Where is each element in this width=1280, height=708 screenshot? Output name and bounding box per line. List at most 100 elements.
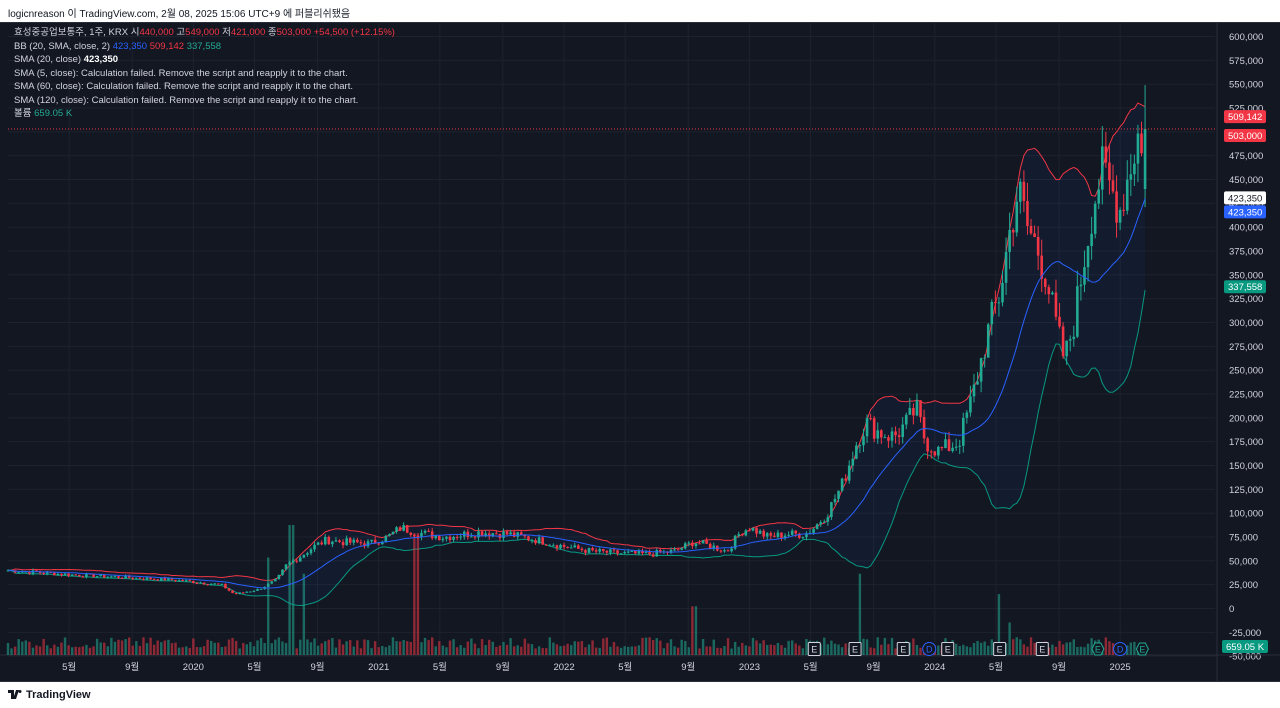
volume-bar (552, 642, 555, 655)
volume-bar (28, 641, 31, 655)
candle-body (1125, 179, 1129, 211)
x-tick-label: 2021 (368, 662, 389, 673)
earnings-marker[interactable]: E (896, 642, 910, 656)
candle-body (780, 532, 783, 538)
chart-panel[interactable]: 600,000575,000550,000525,000500,000475,0… (0, 22, 1280, 682)
candle-body (719, 550, 723, 552)
candle-body (744, 530, 748, 536)
candle-body (42, 572, 45, 574)
candle-body (170, 578, 174, 580)
volume-bar (259, 637, 263, 655)
candle-body (651, 554, 655, 557)
earnings-marker[interactable]: E (848, 642, 862, 656)
volume-bar (413, 533, 416, 655)
candle-body (683, 543, 687, 549)
price-tag-lower[interactable]: 337,558 (1224, 280, 1266, 294)
candle-body (630, 550, 634, 552)
candle-body (1140, 133, 1143, 154)
volume-bar (152, 644, 156, 655)
legend-sma120-row[interactable]: SMA (120, close): Calculation failed. Re… (14, 94, 359, 106)
candle-body (954, 446, 958, 448)
earnings-marker[interactable]: E (1035, 642, 1049, 656)
event-marker-label: E (997, 645, 1003, 655)
bb-basis-value: 423,350 (112, 40, 148, 52)
volume-bar (470, 638, 473, 655)
earnings-marker[interactable]: E (1091, 642, 1105, 656)
candle-body (537, 537, 541, 544)
candle-body (391, 531, 395, 535)
legend-sma60-row[interactable]: SMA (60, close): Calculation failed. Rem… (14, 81, 353, 92)
event-marker-label: D (1117, 645, 1124, 655)
volume-bar (21, 641, 24, 655)
volume-bar (1108, 641, 1111, 655)
volume-bar (388, 645, 391, 655)
candle-body (252, 590, 256, 592)
legend-sma20-row[interactable]: SMA (20, close) 423,350 (14, 53, 395, 67)
candle-body (698, 543, 701, 545)
earnings-marker[interactable]: E (993, 642, 1007, 656)
candle-body (120, 577, 124, 579)
volume-bar (651, 640, 655, 655)
candle-body (947, 439, 951, 452)
price-tag-bg (1224, 205, 1266, 219)
price-tag-sma[interactable]: 423,350 (1224, 191, 1266, 205)
candle-body (484, 533, 487, 537)
y-tick-label: 50,000 (1229, 556, 1258, 567)
legend-volume-row[interactable]: 볼륨 659.05 K (14, 107, 395, 121)
dividend-marker[interactable]: D (922, 642, 937, 656)
candle-body (673, 549, 676, 551)
dividend-marker[interactable]: D (1113, 642, 1128, 656)
legend-sma5-row[interactable]: SMA (5, close): Calculation failed. Remo… (14, 67, 348, 79)
candle-body (405, 525, 409, 533)
tradingview-logo[interactable]: TradingView (8, 689, 91, 701)
volume-bar (684, 640, 687, 655)
legend-bb-row[interactable]: BB (20, SMA, close, 2) 423,350 509,142 3… (14, 40, 395, 54)
price-chart[interactable]: 600,000575,000550,000525,000500,000475,0… (0, 23, 1280, 681)
volume-bar (288, 525, 291, 655)
legend-ohlc-row: 효성중공업보통주, 1주, KRX 시440,000 고549,000 저421… (14, 26, 395, 40)
volume-bar (1104, 637, 1108, 655)
symbol-label[interactable]: 효성중공업보통주, 1주, KRX (14, 27, 129, 38)
candle-body (559, 544, 562, 549)
volume-bar (99, 642, 102, 655)
price-tag-close[interactable]: 503,000 (1224, 128, 1266, 142)
x-tick-label: 5월 (433, 661, 447, 673)
volume-bar (644, 637, 648, 655)
earnings-marker-shape (1091, 642, 1105, 656)
volume-bar (88, 647, 92, 655)
candle-body (912, 407, 915, 416)
volume-bar (555, 644, 559, 655)
candle-body (231, 590, 234, 594)
price-tag-basis[interactable]: 423,350 (1224, 205, 1266, 219)
candle-body (933, 451, 937, 456)
volume-bar (185, 646, 188, 655)
publish-header: logicnreason 이 TradingView.com, 2월 08, 2… (0, 0, 1280, 22)
earnings-marker[interactable]: E (807, 642, 821, 656)
candle-body (495, 533, 498, 535)
candle-body (922, 416, 926, 439)
price-tag-upper[interactable]: 509,142 (1224, 110, 1266, 124)
candle-body (694, 543, 698, 547)
candle-body (794, 530, 798, 534)
volume-bar (502, 641, 505, 655)
volume-bar (206, 639, 209, 655)
candle-body (1133, 163, 1136, 175)
candle-body (384, 536, 388, 542)
candle-body (167, 578, 170, 581)
x-tick-label: 5월 (62, 661, 76, 673)
candle-body (152, 579, 156, 581)
volume-bar (798, 645, 801, 655)
volume-bar (448, 640, 452, 655)
volume-bar (516, 645, 519, 655)
candle-body (751, 527, 755, 531)
volume-bar (573, 641, 576, 655)
candle-body (241, 592, 245, 594)
candle-body (655, 550, 659, 557)
volume-bar (719, 648, 723, 655)
volume-bar (1129, 642, 1133, 655)
candle-body (837, 490, 840, 499)
earnings-marker[interactable]: E (941, 642, 955, 656)
volume-bar (60, 642, 63, 655)
volume-bar (95, 638, 99, 655)
earnings-marker[interactable]: E (1135, 642, 1149, 656)
